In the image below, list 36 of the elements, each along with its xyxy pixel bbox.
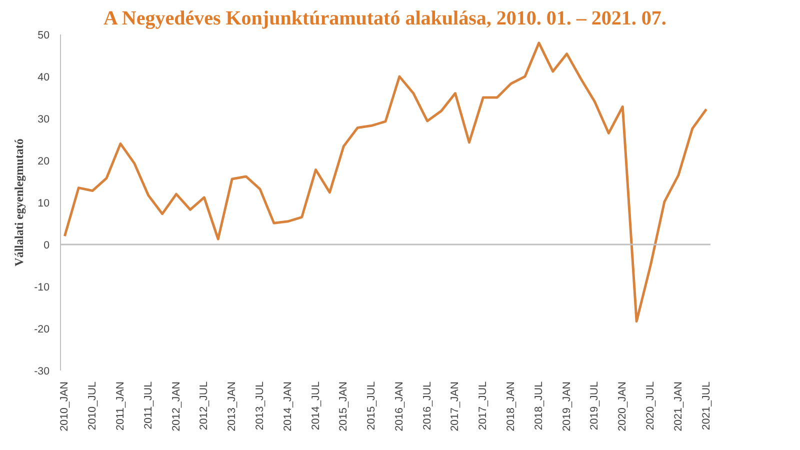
x-tick-label: 2018_JAN — [505, 382, 518, 432]
line-series — [63, 42, 708, 323]
y-tick-label: 40 — [38, 72, 50, 84]
y-tick-label: -20 — [34, 324, 50, 336]
x-tick-label: 2013_JUL — [254, 381, 266, 430]
x-tick-label: 2020_JAN — [616, 382, 629, 432]
y-tick-label: 50 — [38, 30, 50, 42]
y-axis-title: Vállalati egyenlegmutató — [12, 138, 26, 266]
x-tick-label: 2010_JAN — [58, 382, 71, 432]
x-tick-label: 2021_JUL — [700, 381, 712, 430]
x-tick-label: 2015_JUL — [366, 381, 378, 430]
x-tick-label: 2013_JAN — [226, 382, 238, 432]
x-tick-label: 2019_JUL — [588, 381, 601, 430]
x-tick-label: 2014_JAN — [282, 382, 294, 432]
x-tick-label: 2011_JUL — [142, 381, 154, 430]
x-tick-label: 2011_JAN — [114, 381, 126, 430]
y-tick-label: -30 — [34, 366, 50, 378]
x-tick-label: 2010_JUL — [86, 381, 99, 430]
x-tick-label: 2018_JUL — [532, 381, 545, 430]
y-tick-label: 20 — [38, 156, 50, 168]
x-tick-label: 2015_JAN — [338, 382, 350, 432]
x-tick-label: 2017_JUL — [477, 381, 490, 430]
x-tick-label: 2016_JUL — [421, 381, 434, 430]
x-tick-label: 2021_JAN — [672, 382, 684, 432]
x-tick-label: 2017_JAN — [449, 382, 462, 432]
chart-title: A Negyedéves Konjunktúramutató alakulása, 2010. 01. – 2021. 07. — [104, 8, 666, 30]
x-tick-label: 2016_JAN — [393, 382, 406, 432]
y-tick-label: -10 — [34, 282, 50, 294]
x-tick-label: 2020_JUL — [644, 381, 657, 430]
x-tick-label: 2014_JUL — [310, 381, 322, 430]
y-tick-label: 0 — [44, 240, 50, 252]
y-tick-label: 30 — [38, 114, 50, 126]
x-tick-label: 2012_JAN — [170, 382, 182, 432]
x-tick-label: 2012_JUL — [198, 381, 210, 430]
x-tick-label: 2019_JAN — [560, 382, 573, 432]
y-tick-label: 10 — [38, 198, 50, 210]
